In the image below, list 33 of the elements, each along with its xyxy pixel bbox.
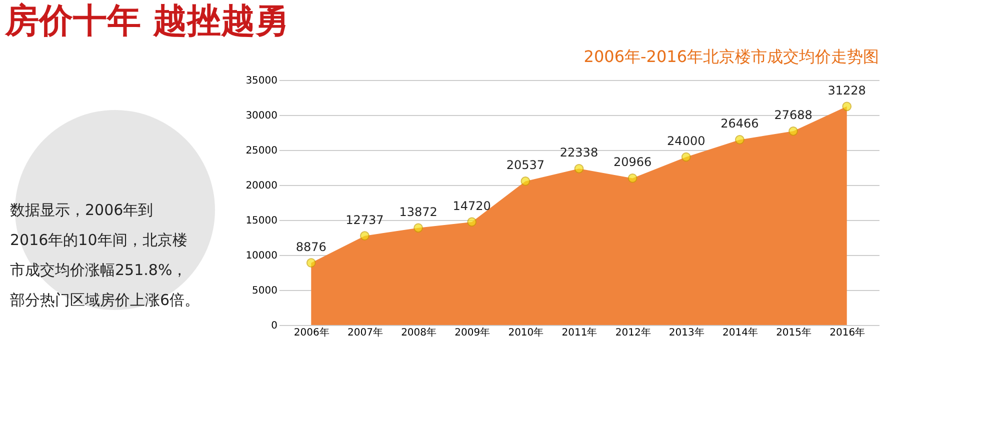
x-tick-label: 2007年 (347, 326, 383, 338)
x-tick-label: 2016年 (830, 326, 866, 338)
data-label: 20537 (506, 158, 545, 172)
x-tick-label: 2015年 (776, 326, 812, 338)
y-tick-label: 30000 (246, 110, 278, 122)
x-tick-label: 2012年 (615, 326, 651, 338)
x-tick-label: 2013年 (668, 326, 704, 338)
data-label: 12737 (346, 212, 384, 227)
data-label: 8876 (296, 240, 326, 254)
y-tick-label: 20000 (246, 180, 278, 192)
y-tick-label: 0 (271, 320, 278, 332)
y-tick-label: 10000 (246, 250, 278, 262)
data-label: 13872 (399, 204, 438, 219)
data-label: 24000 (667, 134, 706, 148)
x-tick-label: 2010年 (508, 326, 544, 338)
data-label: 31228 (828, 83, 866, 98)
chart-subtitle: 2006年-2016年北京楼市成交均价走势图 (584, 47, 879, 66)
data-label: 20966 (613, 155, 652, 170)
y-tick-label: 35000 (246, 76, 278, 86)
x-tick-label: 2011年 (562, 326, 598, 338)
x-tick-label: 2008年 (401, 326, 437, 338)
text: 数据显示，2006年到2016年的10年间，北京楼市成交均价涨幅251.8%，部分热门区域房价上涨6倍。 (10, 201, 200, 309)
y-tick-label: 15000 (246, 216, 278, 226)
y-tick-label: 25000 (246, 146, 278, 156)
y-tick-label: 5000 (252, 286, 278, 296)
data-label: 14720 (452, 198, 491, 213)
x-tick-label: 2006年 (294, 326, 330, 338)
data-label: 26466 (720, 116, 759, 131)
data-label: 27688 (774, 108, 812, 122)
data-label: 22338 (560, 146, 598, 160)
x-tick-label: 2014年 (722, 326, 758, 338)
chart-title: 房价十年 越挫越勇 (4, 1, 289, 41)
x-tick-label: 2009年 (454, 326, 490, 338)
